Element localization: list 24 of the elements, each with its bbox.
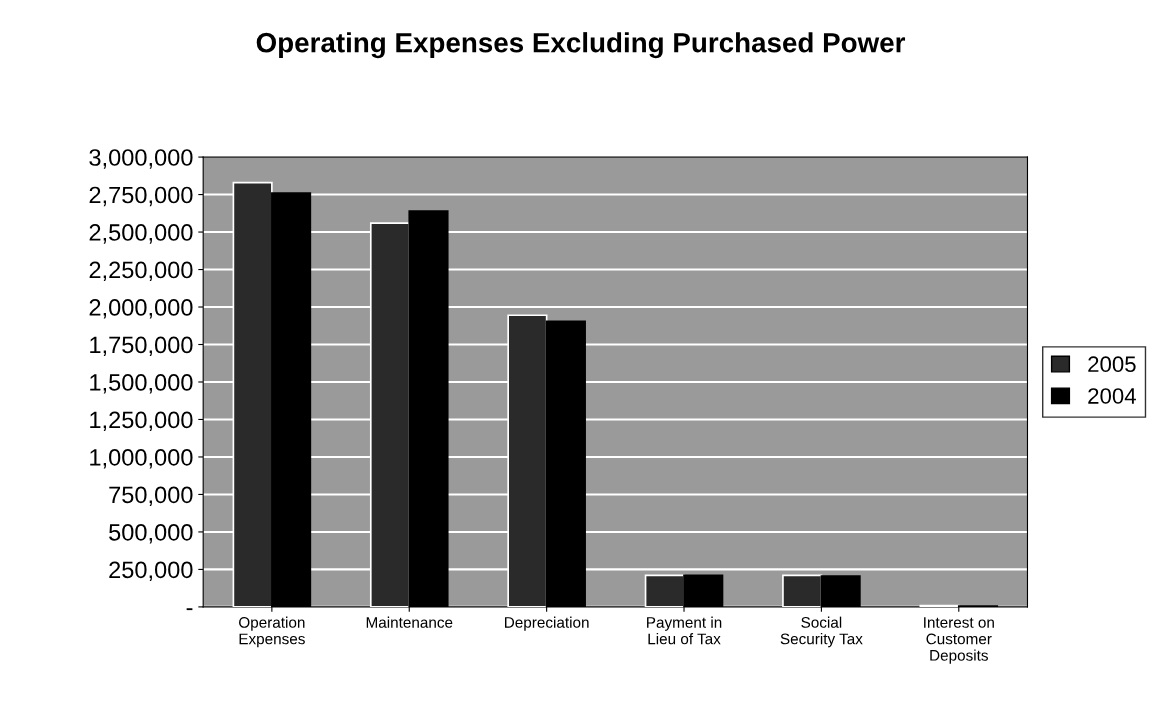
y-tick-label: 500,000 — [109, 524, 193, 544]
bar — [644, 574, 685, 607]
legend-label: 2005 — [1088, 356, 1136, 373]
y-tick-label: 1,250,000 — [90, 411, 193, 432]
x-tick-label: Payment in Lieu of Tax — [647, 616, 722, 645]
y-tick-label: 750,000 — [109, 486, 193, 507]
y-tick-label: 1,750,000 — [90, 336, 193, 357]
x-tick-label: Social Security Tax — [780, 616, 863, 648]
y-tick-label: 1,500,000 — [90, 374, 193, 394]
y-tick-label: 2,000,000 — [89, 299, 193, 319]
bar — [782, 574, 823, 607]
y-tick-label: 1,000,000 — [90, 449, 193, 469]
x-tick-label: Maintenance — [366, 616, 453, 628]
y-tick-label: 2,750,000 — [89, 186, 193, 207]
y-tick-label: 2,250,000 — [89, 261, 193, 282]
y-tick-label: 250,000 — [109, 561, 193, 581]
x-tick-label: Depreciation — [505, 616, 589, 631]
y-tick-label: - — [186, 608, 193, 611]
y-tick-label: 2,500,000 — [89, 224, 193, 244]
legend-label: 2004 — [1088, 388, 1136, 404]
y-tick-label: 3,000,000 — [89, 149, 193, 169]
x-tick-label: Interest on Customer Deposits — [924, 617, 994, 664]
x-tick-label: Operation Expenses — [239, 616, 305, 648]
chart-title: Operating Expenses Excluding Purchased Power — [256, 32, 906, 59]
